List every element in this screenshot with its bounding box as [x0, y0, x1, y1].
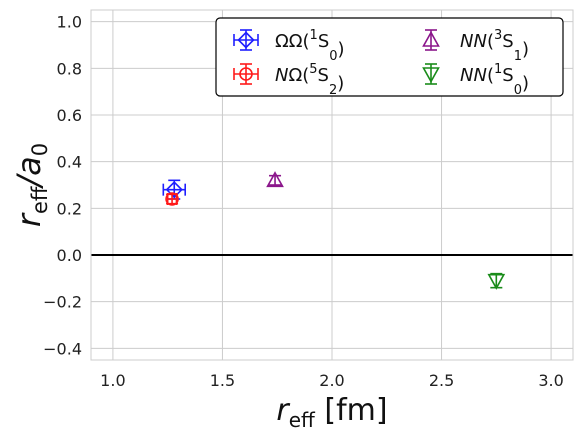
data-marker — [165, 181, 183, 199]
axis-titles: reff [fm]reff/a0 — [10, 143, 388, 430]
legend-label-text: ( — [487, 31, 494, 52]
legend-marker — [422, 30, 440, 47]
legend: ΩΩ(1S0)NΩ(5S2)NN(3S1)NN(1S0) — [215, 17, 564, 98]
x-tick-label: 2.0 — [319, 371, 344, 390]
x-tick-label: 2.5 — [429, 371, 454, 390]
data-marker — [487, 273, 506, 290]
legend-label-text: S — [502, 65, 513, 86]
legend-label: NΩ(5S2) — [275, 62, 344, 98]
legend-label-text: S — [318, 31, 329, 52]
y-tick-label: 0.8 — [57, 59, 82, 78]
legend-marker — [239, 67, 253, 81]
x-axis-title: reff [fm] — [276, 393, 387, 430]
y-axis-title-subscript-2: 0 — [28, 143, 52, 156]
y-tick-label: 0.6 — [57, 106, 82, 125]
x-axis-title-subscript: eff — [289, 408, 316, 430]
y-axis-title-symbol: r — [10, 212, 48, 227]
plot-frame — [90, 9, 574, 361]
legend-label-text: ) — [522, 73, 529, 94]
data-point — [266, 171, 284, 188]
legend-label: NN(1S0) — [460, 62, 529, 98]
legend-label-text: N — [275, 65, 288, 86]
y-tick-label: 0.2 — [57, 199, 82, 218]
data-point — [487, 272, 506, 290]
x-tick-label: 3.0 — [538, 371, 563, 390]
x-axis-title-unit: [fm] — [315, 393, 388, 428]
tick-labels: 1.0 1.5 2.0 2.5 3.0 −0.4 −0.2 0.0 0.2 0.4 0.6 0.8 1.… — [43, 13, 564, 390]
legend-entry: NΩ(5S2) — [233, 62, 344, 98]
legend-label-superscript: 1 — [494, 62, 502, 77]
y-tick-label: 1.0 — [57, 13, 82, 32]
legend-label-subscript: 0 — [514, 83, 522, 98]
y-axis-title: reff/a0 — [10, 143, 52, 227]
legend-label-text: S — [318, 65, 329, 86]
legend-label-text: NN — [460, 65, 487, 86]
legend-entry: ΩΩ(1S0) — [233, 28, 345, 64]
data-point — [165, 192, 179, 206]
y-tick-label: −0.4 — [43, 339, 82, 358]
legend-label-superscript: 5 — [309, 62, 317, 77]
legend-label-text: ) — [337, 73, 344, 94]
data-points — [162, 171, 506, 290]
legend-label-subscript: 2 — [329, 83, 337, 98]
legend-entry: NN(1S0) — [422, 62, 529, 98]
legend-label-superscript: 3 — [494, 28, 502, 43]
legend-entry: NN(3S1) — [422, 28, 529, 64]
y-tick-label: 0.0 — [57, 246, 82, 265]
y-tick-label: 0.4 — [57, 153, 82, 172]
legend-label: NN(3S1) — [460, 28, 529, 64]
legend-label-superscript: 1 — [310, 28, 318, 43]
legend-label-text: NN — [460, 31, 487, 52]
legend-label-text: ) — [522, 39, 529, 60]
x-axis-title-symbol: r — [276, 393, 290, 428]
data-marker — [266, 171, 284, 188]
legend-label-text: S — [502, 31, 513, 52]
legend-label: ΩΩ(1S0) — [275, 28, 345, 64]
x-tick-label: 1.5 — [210, 371, 235, 390]
legend-box — [215, 17, 564, 97]
data-marker — [165, 192, 179, 206]
y-tick-label: −0.2 — [43, 293, 82, 312]
error-bars — [269, 174, 282, 186]
y-axis-title-symbol-2: a — [10, 156, 48, 176]
legend-label-text: Ω( — [288, 65, 309, 86]
x-tick-label: 1.0 — [100, 371, 125, 390]
y-axis-title-subscript: eff — [28, 186, 52, 214]
legend-label-subscript: 0 — [329, 49, 337, 64]
legend-label-text: ) — [338, 39, 345, 60]
legend-marker — [422, 67, 440, 84]
legend-marker — [237, 31, 255, 49]
legend-label-text: ΩΩ( — [275, 31, 310, 52]
legend-label-subscript: 1 — [514, 49, 522, 64]
legend-label-text: ( — [487, 65, 494, 86]
y-axis-title-slash: / — [10, 173, 48, 190]
